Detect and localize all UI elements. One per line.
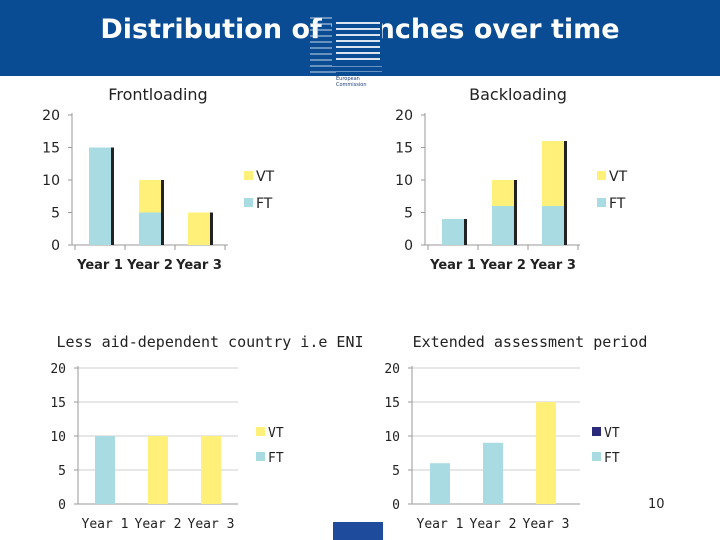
- legend-swatch-ft: [592, 452, 601, 461]
- bar-shadow: [514, 180, 517, 245]
- y-tick-label: 5: [58, 464, 66, 479]
- bar-shadow: [161, 180, 164, 245]
- legend-label-ft: FT: [256, 196, 273, 212]
- bar-vt: [148, 436, 168, 504]
- y-tick-label: 10: [395, 173, 413, 189]
- legend-swatch-ft: [597, 198, 606, 207]
- legend-label-vt: VT: [256, 169, 275, 185]
- chart-title: Extended assessment period: [413, 333, 648, 351]
- y-tick-label: 0: [51, 238, 60, 254]
- legend-swatch-vt: [244, 171, 253, 180]
- bar-vt: [139, 180, 161, 213]
- bar-shadow: [111, 147, 114, 245]
- bar-ft: [95, 436, 115, 504]
- footer-bar: [333, 522, 383, 540]
- x-category-label: Year 2: [470, 517, 517, 532]
- legend-swatch-vt: [256, 427, 265, 436]
- bar-vt: [201, 436, 221, 504]
- bar-vt: [542, 141, 564, 206]
- chart-title: Backloading: [469, 85, 567, 104]
- y-tick-label: 15: [50, 396, 66, 411]
- y-tick-label: 5: [51, 206, 60, 222]
- bar-shadow: [464, 219, 467, 245]
- y-tick-label: 10: [384, 430, 400, 445]
- bar-shadow: [210, 212, 213, 245]
- legend-label-ft: FT: [609, 196, 626, 212]
- x-category-label: Year 3: [175, 258, 222, 273]
- ec-logo-line2: Commission: [336, 82, 367, 88]
- bar-ft: [430, 463, 450, 504]
- y-tick-label: 15: [395, 141, 413, 157]
- bar-shadow: [564, 141, 567, 245]
- legend-swatch-vt: [597, 171, 606, 180]
- y-tick-label: 20: [384, 362, 400, 377]
- chart-title: Frontloading: [108, 85, 207, 104]
- x-category-label: Year 3: [523, 517, 570, 532]
- y-tick-label: 5: [392, 464, 400, 479]
- x-category-label: Year 1: [82, 517, 129, 532]
- legend-swatch-ft: [244, 198, 253, 207]
- y-tick-label: 20: [395, 108, 413, 124]
- x-category-label: Year 2: [135, 517, 182, 532]
- page-number: 10: [648, 497, 665, 512]
- y-tick-label: 0: [58, 498, 66, 513]
- y-tick-label: 10: [50, 430, 66, 445]
- x-category-label: Year 2: [479, 258, 526, 273]
- bar-ft: [483, 442, 503, 504]
- bar-ft: [542, 206, 564, 245]
- bar-ft: [139, 212, 161, 245]
- legend-label-ft: FT: [268, 451, 284, 466]
- y-tick-label: 10: [42, 173, 60, 189]
- x-category-label: Year 1: [76, 258, 123, 273]
- european-commission-logo: [308, 10, 384, 98]
- y-tick-label: 15: [42, 141, 60, 157]
- bar-vt: [536, 402, 556, 504]
- legend-swatch-vt: [592, 427, 601, 436]
- x-category-label: Year 3: [188, 517, 235, 532]
- bar-ft: [492, 206, 514, 245]
- y-tick-label: 0: [404, 238, 413, 254]
- ec-logo-text: European Commission: [336, 76, 367, 88]
- y-tick-label: 15: [384, 396, 400, 411]
- bar-ft: [89, 147, 111, 245]
- x-category-label: Year 2: [126, 258, 173, 273]
- bar-vt: [188, 212, 210, 245]
- y-tick-label: 20: [42, 108, 60, 124]
- x-category-label: Year 3: [529, 258, 576, 273]
- ec-logo-line1: European: [336, 76, 360, 82]
- bar-vt: [492, 180, 514, 206]
- legend-label-vt: VT: [268, 426, 284, 441]
- bar-ft: [442, 219, 464, 245]
- legend-swatch-ft: [256, 452, 265, 461]
- chart-title: Less aid-dependent country i.e ENI: [56, 333, 363, 351]
- y-tick-label: 20: [50, 362, 66, 377]
- legend-label-vt: VT: [604, 426, 620, 441]
- y-tick-label: 0: [392, 498, 400, 513]
- x-category-label: Year 1: [429, 258, 476, 273]
- legend-label-ft: FT: [604, 451, 620, 466]
- legend-label-vt: VT: [609, 169, 628, 185]
- x-category-label: Year 1: [417, 517, 464, 532]
- ec-building-graphic: [310, 16, 382, 74]
- y-tick-label: 5: [404, 206, 413, 222]
